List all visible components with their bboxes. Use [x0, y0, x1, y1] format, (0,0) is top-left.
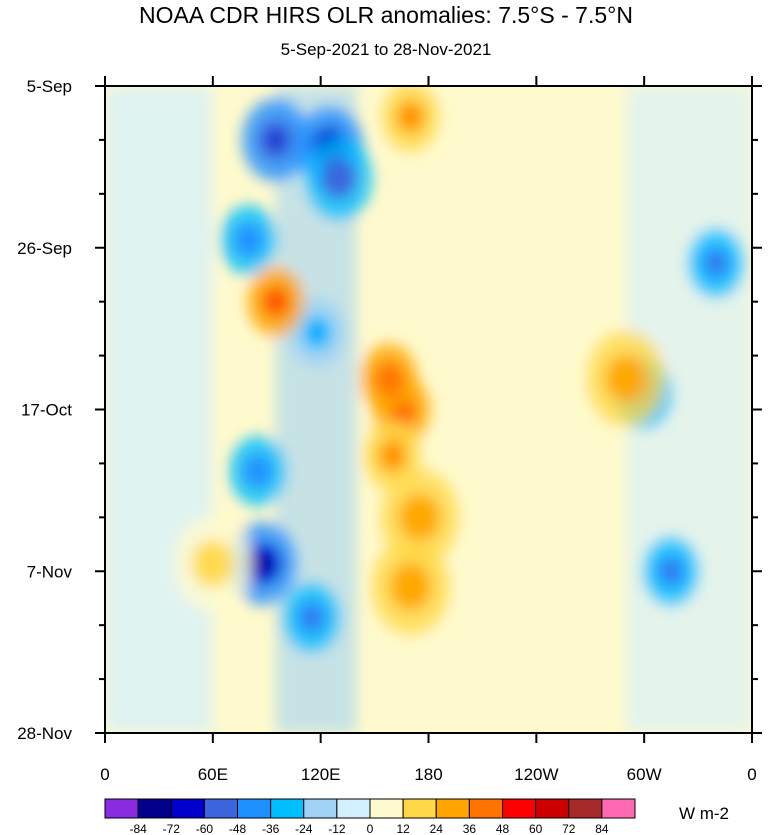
colorbar-swatch [535, 798, 570, 819]
y-tick-label: 28-Nov [17, 724, 72, 743]
colorbar-swatch [170, 798, 205, 819]
colorbar-label: 60 [529, 822, 543, 835]
colorbar-swatch [435, 798, 470, 819]
chart-subtitle: 5-Sep-2021 to 28-Nov-2021 [280, 40, 492, 59]
anomaly-core [203, 553, 222, 575]
y-axis: 5-Sep 26-Sep 17-Oct 7-Nov 28-Nov [17, 77, 762, 743]
y-tick-label: 17-Oct [21, 401, 72, 420]
colorbar-swatch [237, 798, 272, 819]
colorbar-swatch [468, 798, 503, 819]
colorbar-label: -48 [229, 822, 247, 835]
x-tick-label: 0 [100, 765, 109, 784]
colorbar-swatch [601, 798, 636, 819]
colorbar-units: W m-2 [679, 804, 729, 823]
colorbar-label: -60 [196, 822, 214, 835]
anomaly-core [401, 576, 420, 598]
colorbar-label: 24 [430, 822, 444, 835]
anomaly-core [242, 232, 256, 248]
x-tick-label: 120W [514, 765, 558, 784]
anomaly-core [310, 324, 324, 341]
colorbar-label: 36 [463, 822, 477, 835]
anomaly-core [403, 109, 418, 125]
colorbar-label: 12 [396, 822, 410, 835]
anomaly-core [382, 370, 396, 387]
x-axis: 0 60E 120E 180 120W 60W 0 [100, 76, 757, 784]
colorbar-swatch [502, 798, 537, 819]
colorbar-swatch [303, 798, 338, 819]
colorbar-swatch [203, 798, 238, 819]
colorbar-swatch [270, 798, 305, 819]
field-band [105, 86, 213, 733]
colorbar-label: 84 [595, 822, 609, 835]
colorbar: -84 -72 -60 -48 -36 -24 -12 0 12 24 36 48 60 72 84 W m-… [104, 798, 729, 835]
colorbar-label: -24 [295, 822, 313, 835]
colorbar-label: 0 [367, 822, 374, 835]
anomaly-core [617, 368, 636, 390]
anomaly-core [305, 609, 319, 626]
anomaly-core [664, 563, 678, 579]
colorbar-swatch [568, 798, 603, 819]
colorbar-swatch [104, 798, 139, 819]
colorbar-label: -72 [163, 822, 181, 835]
colorbar-swatch [402, 798, 437, 819]
anomaly-core [255, 554, 271, 573]
x-tick-label: 60E [198, 765, 228, 784]
x-tick-label: 180 [414, 765, 442, 784]
colorbar-swatch [137, 798, 172, 819]
colorbar-swatch [369, 798, 404, 819]
anomaly-core [385, 448, 400, 464]
anomaly-core [267, 130, 284, 150]
colorbar-label: -12 [328, 822, 346, 835]
anomaly-core [330, 169, 347, 188]
x-tick-label: 60W [627, 765, 662, 784]
anomaly-core [709, 255, 723, 271]
y-tick-label: 26-Sep [17, 239, 72, 258]
x-tick-label: 120E [301, 765, 341, 784]
colorbar-label: -84 [129, 822, 147, 835]
y-tick-label: 5-Sep [27, 77, 72, 96]
colorbar-label: 72 [562, 822, 576, 835]
y-tick-label: 7-Nov [27, 562, 73, 581]
anomaly-core [410, 506, 429, 528]
x-tick-label: 0 [747, 765, 756, 784]
anomaly-core [251, 463, 265, 479]
colorbar-label: 48 [496, 822, 510, 835]
chart-title: NOAA CDR HIRS OLR anomalies: 7.5°S - 7.5… [139, 2, 633, 28]
colorbar-label: -36 [262, 822, 280, 835]
anomaly-field [105, 86, 752, 733]
colorbar-swatch [336, 798, 371, 819]
anomaly-core [269, 293, 283, 310]
